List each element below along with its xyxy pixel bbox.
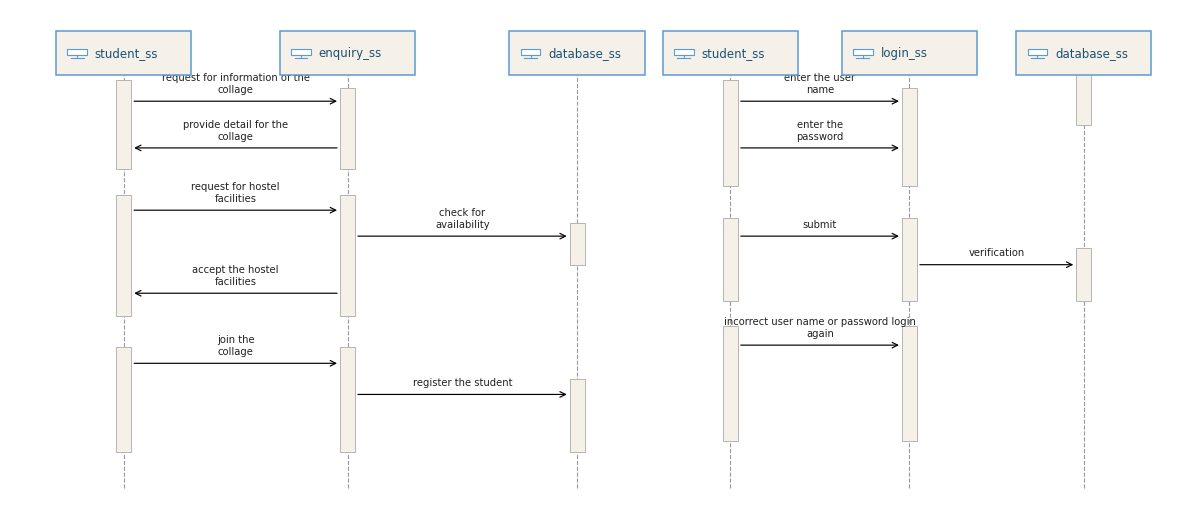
Text: verification: verification bbox=[968, 249, 1025, 258]
Bar bbox=[115, 347, 131, 452]
Text: accept the hostel
facilities: accept the hostel facilities bbox=[192, 265, 279, 287]
Bar bbox=[339, 347, 356, 452]
Bar bbox=[723, 80, 737, 186]
Text: join the
collage: join the collage bbox=[217, 335, 254, 357]
Bar bbox=[570, 223, 584, 265]
Bar bbox=[723, 218, 737, 301]
Bar bbox=[67, 48, 87, 55]
Bar bbox=[339, 88, 356, 169]
Text: request for hostel
facilities: request for hostel facilities bbox=[191, 182, 280, 204]
Bar bbox=[1027, 48, 1047, 55]
Bar bbox=[280, 31, 415, 75]
Text: login_ss: login_ss bbox=[881, 47, 927, 60]
Text: student_ss: student_ss bbox=[702, 47, 765, 60]
Bar bbox=[853, 48, 873, 55]
Bar bbox=[674, 48, 694, 55]
Bar bbox=[509, 31, 646, 75]
Text: submit: submit bbox=[802, 220, 838, 230]
Text: database_ss: database_ss bbox=[1055, 47, 1127, 60]
Bar bbox=[521, 48, 541, 55]
Text: enquiry_ss: enquiry_ss bbox=[318, 47, 382, 60]
Bar bbox=[841, 31, 978, 75]
Text: provide detail for the
collage: provide detail for the collage bbox=[183, 120, 289, 142]
Bar bbox=[291, 48, 311, 55]
Bar bbox=[1077, 52, 1092, 125]
Text: check for
availability: check for availability bbox=[435, 208, 490, 230]
Text: request for information of the
collage: request for information of the collage bbox=[161, 73, 310, 95]
Bar bbox=[902, 326, 918, 441]
Text: enter the user
name: enter the user name bbox=[785, 73, 855, 95]
Bar bbox=[1015, 31, 1152, 75]
Bar bbox=[1077, 248, 1092, 301]
Bar bbox=[115, 195, 131, 316]
Bar bbox=[339, 195, 356, 316]
Bar bbox=[902, 218, 918, 301]
Text: student_ss: student_ss bbox=[94, 47, 158, 60]
Bar bbox=[55, 31, 191, 75]
Text: enter the
password: enter the password bbox=[796, 120, 843, 142]
Text: register the student: register the student bbox=[412, 378, 512, 388]
Text: incorrect user name or password login
again: incorrect user name or password login ag… bbox=[724, 317, 915, 339]
Bar bbox=[570, 379, 584, 452]
Bar bbox=[723, 326, 737, 441]
Bar bbox=[115, 80, 131, 169]
Bar bbox=[902, 88, 918, 186]
Text: database_ss: database_ss bbox=[549, 47, 621, 60]
Bar bbox=[662, 31, 799, 75]
